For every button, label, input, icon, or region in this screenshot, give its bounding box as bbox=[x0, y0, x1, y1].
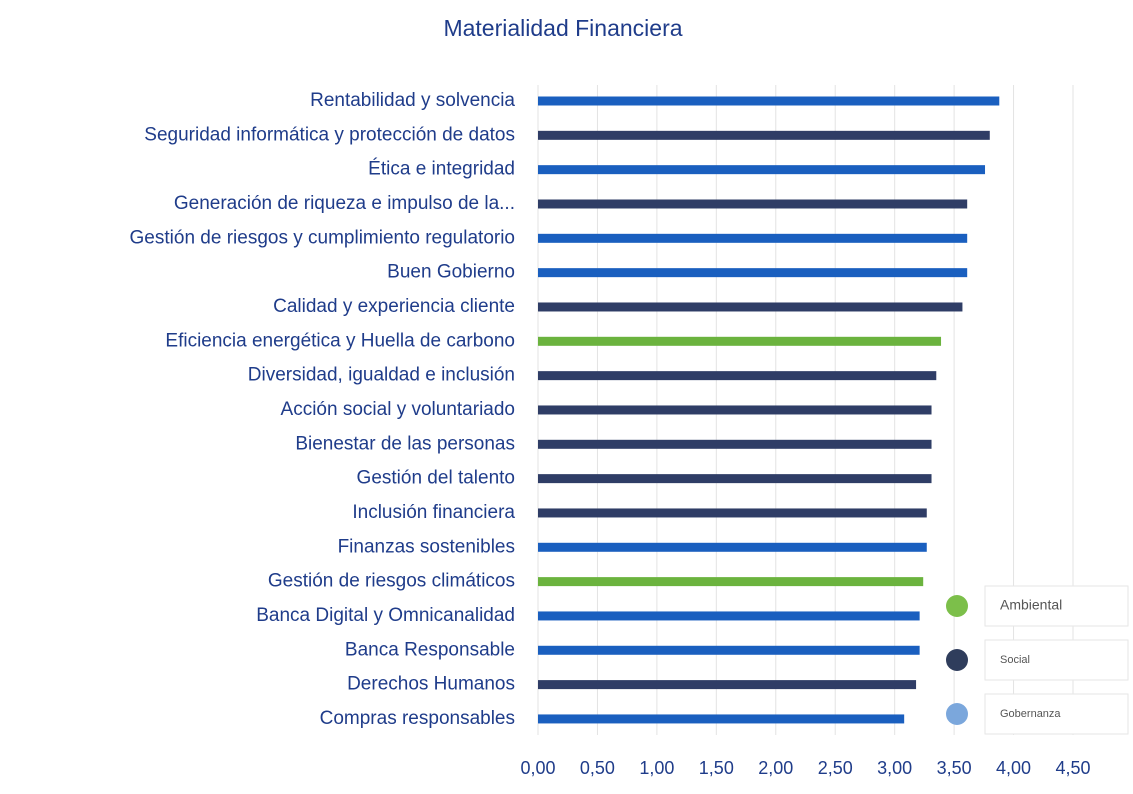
bar bbox=[538, 96, 1000, 106]
bar bbox=[538, 577, 924, 587]
y-tick-label: Inclusión financiera bbox=[352, 502, 515, 523]
legend-label: Social bbox=[1000, 654, 1030, 666]
legend-box bbox=[984, 585, 1129, 627]
bar bbox=[538, 611, 920, 621]
y-tick-label: Rentabilidad y solvencia bbox=[310, 90, 515, 111]
y-tick-label: Bienestar de las personas bbox=[295, 433, 515, 454]
legend-marker bbox=[946, 703, 968, 725]
y-tick-label: Finanzas sostenibles bbox=[338, 536, 515, 557]
legend-marker bbox=[946, 595, 968, 617]
y-tick-label: Seguridad informática y protección de da… bbox=[144, 124, 515, 145]
bar bbox=[538, 714, 905, 724]
y-tick-label: Gestión de riesgos climáticos bbox=[268, 571, 515, 592]
x-tick-label: 3,00 bbox=[877, 758, 912, 778]
y-tick-label: Diversidad, igualdad e inclusión bbox=[248, 365, 515, 386]
x-tick-label: 4,50 bbox=[1055, 758, 1090, 778]
chart-title: Materialidad Financiera bbox=[443, 15, 682, 41]
y-tick-label: Derechos Humanos bbox=[347, 674, 515, 695]
legend-label: Gobernanza bbox=[1000, 708, 1061, 720]
y-tick-label: Banca Digital y Omnicanalidad bbox=[256, 605, 515, 626]
bar bbox=[538, 130, 990, 140]
bar bbox=[538, 439, 932, 449]
bar bbox=[538, 680, 917, 690]
bar bbox=[538, 405, 932, 415]
bar bbox=[538, 199, 968, 209]
y-tick-label: Ética e integridad bbox=[368, 159, 515, 180]
x-tick-label: 3,50 bbox=[937, 758, 972, 778]
x-tick-label: 0,00 bbox=[520, 758, 555, 778]
y-tick-label: Buen Gobierno bbox=[387, 262, 515, 283]
x-tick-label: 1,00 bbox=[639, 758, 674, 778]
bar bbox=[538, 302, 963, 312]
y-tick-label: Generación de riqueza e impulso de la... bbox=[174, 193, 515, 214]
y-tick-label: Eficiencia energética y Huella de carbon… bbox=[165, 330, 515, 351]
bar bbox=[538, 474, 932, 484]
legend-box bbox=[984, 693, 1129, 735]
y-tick-label: Banca Responsable bbox=[345, 639, 515, 660]
bar bbox=[538, 268, 968, 278]
y-tick-label: Calidad y experiencia cliente bbox=[273, 296, 515, 317]
bar bbox=[538, 165, 986, 175]
y-tick-label: Acción social y voluntariado bbox=[281, 399, 515, 420]
x-tick-label: 2,00 bbox=[758, 758, 793, 778]
bar bbox=[538, 233, 968, 243]
y-tick-label: Gestión de riesgos y cumplimiento regula… bbox=[130, 227, 515, 248]
bar bbox=[538, 542, 927, 552]
legend-box bbox=[984, 639, 1129, 681]
y-tick-label: Gestión del talento bbox=[357, 468, 515, 489]
bar bbox=[538, 371, 937, 381]
x-tick-label: 0,50 bbox=[580, 758, 615, 778]
x-tick-label: 1,50 bbox=[699, 758, 734, 778]
y-tick-label: Compras responsables bbox=[320, 708, 515, 729]
bar bbox=[538, 508, 927, 518]
x-tick-label: 2,50 bbox=[818, 758, 853, 778]
legend-label: Ambiental bbox=[1000, 597, 1062, 613]
legend-marker bbox=[946, 649, 968, 671]
x-tick-label: 4,00 bbox=[996, 758, 1031, 778]
bar bbox=[538, 336, 942, 346]
bar bbox=[538, 645, 920, 655]
